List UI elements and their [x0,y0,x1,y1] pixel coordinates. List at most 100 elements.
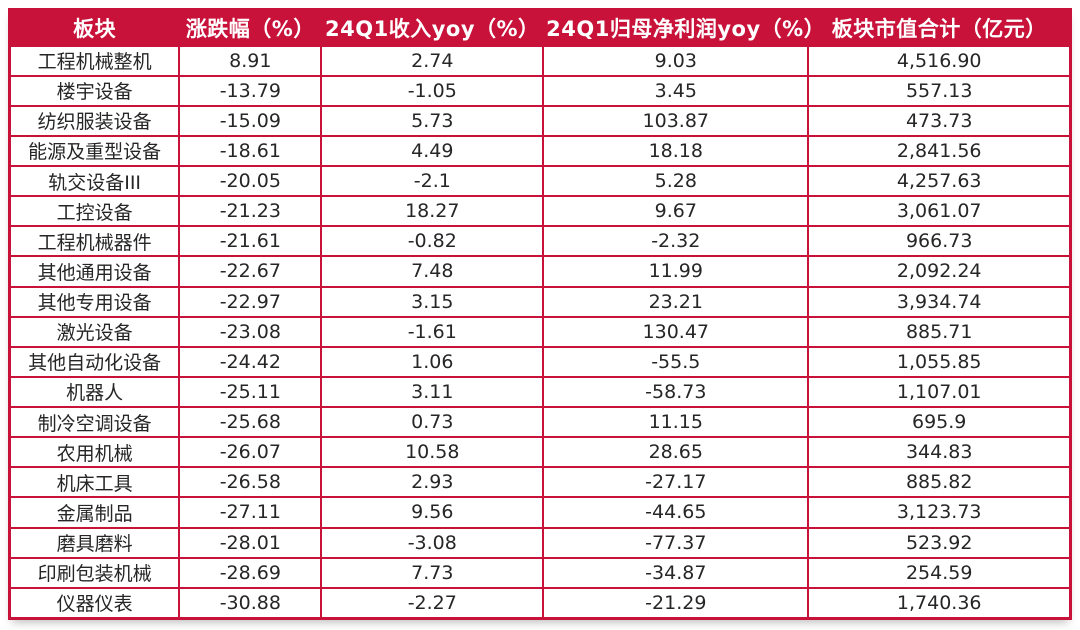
table-cell: -30.88 [178,586,323,620]
table-cell: 523.92 [807,526,1072,559]
table-cell: -22.67 [178,255,323,288]
sector-name-cell: 农用机械 [8,436,181,469]
table-cell: 2,092.24 [807,255,1072,288]
table-cell: 473.73 [807,104,1072,137]
table-cell: 5.28 [542,164,810,198]
table-cell: 695.9 [807,405,1072,439]
table-cell: -58.73 [542,375,810,409]
table-cell: 28.65 [542,436,810,469]
table-cell: -25.68 [178,405,323,439]
column-header: 板块 [8,8,181,47]
table-row: 纺织服装设备 -15.09 5.73 103.87 473.73 [8,104,1072,137]
table-cell: -44.65 [542,496,810,529]
table-row: 轨交设备III -20.05 -2.1 5.28 4,257.63 [8,164,1072,198]
table-cell: 2,841.56 [807,134,1072,168]
table-cell: -24.42 [178,345,323,378]
table-cell: -3.08 [320,526,545,559]
table-cell: 3.45 [542,74,810,107]
table-cell: -23.08 [178,315,323,348]
table-cell: -21.23 [178,195,323,228]
table-cell: 18.18 [542,134,810,168]
table-cell: 885.82 [807,466,1072,499]
sector-name-cell: 能源及重型设备 [8,134,181,168]
table-cell: 0.73 [320,405,545,439]
column-header: 24Q1归母净利润yoy（%） [542,8,825,47]
sector-name-cell: 制冷空调设备 [8,405,181,439]
table-cell: 4,516.90 [807,44,1072,77]
table-cell: 344.83 [807,436,1072,469]
sector-name-cell: 其他专用设备 [8,285,181,318]
table-row: 农用机械 -26.07 10.58 28.65 344.83 [8,436,1072,469]
table-cell: -28.01 [178,526,323,559]
sector-name-cell: 金属制品 [8,496,181,529]
table-cell: 2.74 [320,44,545,77]
table-header: 板块 涨跌幅（%） 24Q1收入yoy（%） 24Q1归母净利润yoy（%） 板块市值合… [8,8,1072,47]
table-cell: -25.11 [178,375,323,409]
table-row: 激光设备 -23.08 -1.61 130.47 885.71 [8,315,1072,348]
table-cell: 3.11 [320,375,545,409]
table-cell: -1.61 [320,315,545,348]
table-cell: 1,107.01 [807,375,1072,409]
table-row: 其他专用设备 -22.97 3.15 23.21 3,934.74 [8,285,1072,318]
sector-performance-table: 板块 涨跌幅（%） 24Q1收入yoy（%） 24Q1归母净利润yoy（%） 板块市值合… [8,8,1072,620]
table-cell: 3,123.73 [807,496,1072,529]
table-cell: -15.09 [178,104,323,137]
table-cell: -2.27 [320,586,545,620]
sector-name-cell: 印刷包装机械 [8,556,181,589]
table-cell: 9.67 [542,195,810,228]
table-cell: -1.05 [320,74,545,107]
table-cell: 7.73 [320,556,545,589]
table-cell: -0.82 [320,225,545,258]
table-row: 机器人 -25.11 3.11 -58.73 1,107.01 [8,375,1072,409]
table-cell: -2.1 [320,164,545,198]
table-cell: -21.61 [178,225,323,258]
table-cell: 5.73 [320,104,545,137]
table-cell: -22.97 [178,285,323,318]
table-cell: 254.59 [807,556,1072,589]
table-cell: 1.06 [320,345,545,378]
table-cell: 23.21 [542,285,810,318]
table-cell: -55.5 [542,345,810,378]
table-cell: 4.49 [320,134,545,168]
table-row: 楼宇设备 -13.79 -1.05 3.45 557.13 [8,74,1072,107]
table-cell: -13.79 [178,74,323,107]
table-cell: 1,740.36 [807,586,1072,620]
table-cell: -21.29 [542,586,810,620]
table-cell: 11.99 [542,255,810,288]
table-cell: 2.93 [320,466,545,499]
column-header: 涨跌幅（%） [178,8,323,47]
table-row: 仪器仪表 -30.88 -2.27 -21.29 1,740.36 [8,586,1072,620]
table-cell: 9.56 [320,496,545,529]
table-cell: -27.11 [178,496,323,529]
sector-name-cell: 仪器仪表 [8,586,181,620]
table-cell: -26.07 [178,436,323,469]
sector-name-cell: 纺织服装设备 [8,104,181,137]
sector-name-cell: 轨交设备III [8,164,181,198]
table-cell: 966.73 [807,225,1072,258]
table-cell: 8.91 [178,44,323,77]
table-cell: 18.27 [320,195,545,228]
table-cell: -77.37 [542,526,810,559]
sector-name-cell: 磨具磨料 [8,526,181,559]
table-body: 工程机械整机 8.91 2.74 9.03 4,516.90 楼宇设备 -13.79 -1.0… [8,44,1072,620]
table-row: 印刷包装机械 -28.69 7.73 -34.87 254.59 [8,556,1072,589]
sector-name-cell: 楼宇设备 [8,74,181,107]
sector-name-cell: 其他通用设备 [8,255,181,288]
sector-name-cell: 工控设备 [8,195,181,228]
table-row: 磨具磨料 -28.01 -3.08 -77.37 523.92 [8,526,1072,559]
column-header: 24Q1收入yoy（%） [320,8,545,47]
table-cell: -26.58 [178,466,323,499]
table-cell: -20.05 [178,164,323,198]
table-cell: -18.61 [178,134,323,168]
table-cell: 11.15 [542,405,810,439]
table-cell: -2.32 [542,225,810,258]
table-row: 其他通用设备 -22.67 7.48 11.99 2,092.24 [8,255,1072,288]
table-header-row: 板块 涨跌幅（%） 24Q1收入yoy（%） 24Q1归母净利润yoy（%） 板块市值合… [8,8,1072,47]
sector-name-cell: 机器人 [8,375,181,409]
column-header: 板块市值合计（亿元） [807,8,1072,47]
table-cell: -27.17 [542,466,810,499]
sector-name-cell: 激光设备 [8,315,181,348]
table-cell: -34.87 [542,556,810,589]
table-cell: 10.58 [320,436,545,469]
